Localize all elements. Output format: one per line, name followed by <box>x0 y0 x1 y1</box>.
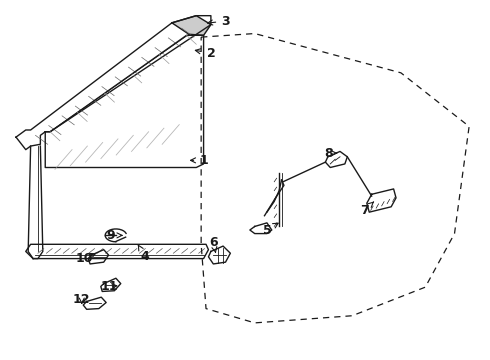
Text: 9: 9 <box>107 229 122 242</box>
Text: 11: 11 <box>101 280 118 293</box>
Text: 2: 2 <box>196 47 215 60</box>
Text: 4: 4 <box>138 245 149 263</box>
Text: 5: 5 <box>263 223 278 237</box>
Text: 10: 10 <box>75 252 96 265</box>
Text: 1: 1 <box>191 154 208 167</box>
Text: 8: 8 <box>324 147 337 160</box>
Text: 3: 3 <box>208 14 230 27</box>
Polygon shape <box>172 16 211 35</box>
Text: 7: 7 <box>360 202 374 217</box>
Text: 6: 6 <box>209 236 218 252</box>
Text: 12: 12 <box>73 293 91 306</box>
